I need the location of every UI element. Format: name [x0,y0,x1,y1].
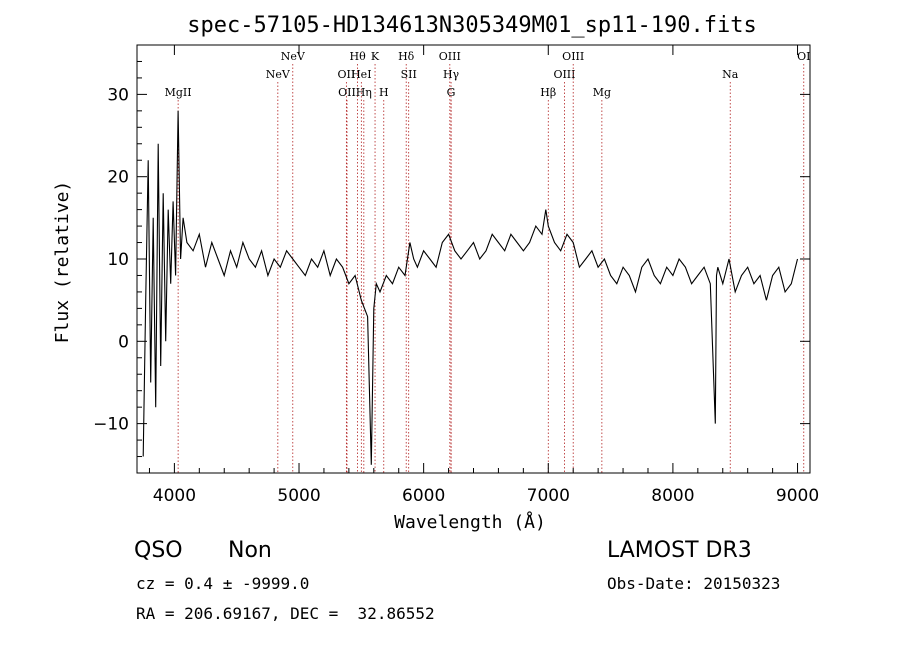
marker-label-6: HeI [351,68,371,81]
flux-series-line [142,110,799,465]
axis-ticks: 4000 5000 6000 7000 8000 9000 −10 0 10 20 30 [93,45,819,506]
x-tick-label-4: 8000 [651,486,694,506]
marker-label-20: OI [797,50,810,63]
ra-dec-line: RA = 206.69167, DEC = 32.86552 [136,604,435,623]
marker-label-9: H [379,86,389,99]
marker-label-14: G [447,86,456,99]
x-tick-label-1: 5000 [277,486,320,506]
x-tick-label-3: 7000 [527,486,570,506]
emission-line-markers: MgII NeV NeV OII OII Hθ HeI Hη K H Hδ SII OIII Hγ G Hβ O… [165,50,810,473]
y-axis-label: Flux (relative) [52,181,73,344]
x-tick-label-2: 6000 [402,486,445,506]
y-tick-label-3: 20 [107,168,129,188]
marker-label-2: NeV [281,50,306,63]
marker-label-4: OII [338,86,356,99]
marker-label-13: Hγ [443,68,460,81]
marker-label-0: MgII [165,86,192,99]
marker-label-19: Na [722,68,739,81]
object-subclass: Non [228,538,272,563]
y-tick-label-1: 0 [118,332,129,352]
chart-title: spec-57105-HD134613N305349M01_sp11-190.f… [187,13,757,38]
y-tick-label-0: −10 [93,415,129,435]
obs-date: Obs-Date: 20150323 [607,574,781,593]
survey-name: LAMOST DR3 [607,538,752,563]
marker-label-11: SII [401,68,417,81]
marker-label-12: OIII [439,50,461,63]
marker-label-16: OIII [553,68,575,81]
y-tick-label-4: 30 [107,85,129,105]
redshift-line: cz = 0.4 ± -9999.0 [136,574,310,593]
marker-label-10: Hδ [398,50,415,63]
object-class: QSO [134,538,183,563]
y-tick-label-2: 10 [107,250,129,270]
x-tick-label-0: 4000 [153,486,196,506]
marker-label-5: Hθ [349,50,366,63]
x-axis-label: Wavelength (Å) [394,511,546,533]
x-tick-label-5: 9000 [776,486,819,506]
marker-label-8: K [371,50,380,63]
marker-label-17: OIII [562,50,584,63]
marker-label-18: Mg [593,86,611,99]
plot-frame [136,44,811,474]
marker-label-3: OII [338,68,356,81]
marker-label-7: Hη [356,86,372,99]
marker-label-1: NeV [266,68,291,81]
marker-label-15: Hβ [540,86,556,99]
